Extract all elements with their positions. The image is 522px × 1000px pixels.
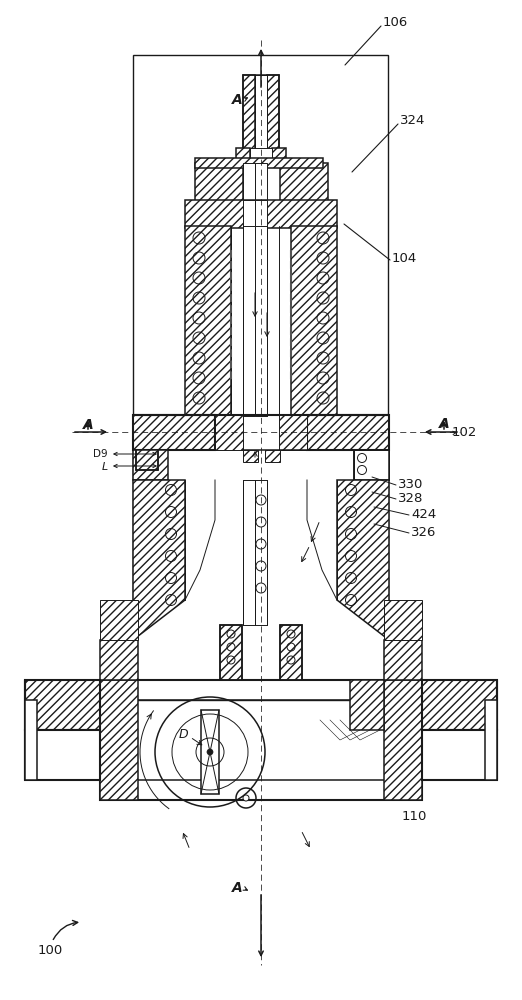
Bar — [354, 450, 389, 480]
Bar — [280, 163, 328, 203]
Bar — [350, 680, 384, 730]
Bar — [220, 625, 242, 680]
Text: 100: 100 — [38, 944, 63, 956]
Bar — [133, 415, 215, 450]
Bar — [354, 450, 389, 480]
Text: A: A — [232, 93, 243, 107]
Bar — [243, 163, 255, 203]
Bar — [133, 450, 168, 480]
Bar — [255, 75, 267, 155]
Text: 102: 102 — [452, 426, 478, 440]
Bar — [185, 200, 337, 228]
Text: 104: 104 — [392, 251, 417, 264]
Text: 328: 328 — [398, 491, 423, 504]
Text: 424: 424 — [411, 508, 436, 520]
Bar — [136, 450, 158, 470]
Text: L: L — [102, 462, 108, 472]
Text: A: A — [82, 418, 93, 432]
Bar — [280, 625, 302, 680]
Text: D: D — [179, 728, 188, 740]
Bar — [195, 163, 243, 203]
Text: 330: 330 — [398, 478, 423, 490]
Circle shape — [207, 749, 213, 755]
Bar — [100, 680, 422, 800]
Bar — [185, 226, 231, 416]
Polygon shape — [133, 480, 185, 640]
Bar — [307, 415, 389, 450]
Bar — [422, 680, 497, 730]
Text: 110: 110 — [402, 810, 428, 822]
Bar — [255, 163, 267, 203]
Bar — [243, 200, 255, 228]
Text: D9: D9 — [93, 449, 108, 459]
Bar — [100, 680, 138, 800]
Polygon shape — [100, 640, 138, 680]
Bar — [195, 158, 323, 168]
Bar — [243, 226, 255, 416]
Bar — [255, 200, 267, 228]
Bar — [291, 226, 337, 416]
Text: 324: 324 — [400, 113, 425, 126]
Bar — [25, 680, 100, 730]
Bar — [215, 415, 243, 450]
Polygon shape — [384, 600, 422, 640]
Bar — [354, 450, 389, 480]
Bar — [280, 625, 302, 680]
Bar — [255, 226, 267, 416]
Bar — [255, 480, 267, 625]
Text: A: A — [232, 881, 243, 895]
Circle shape — [243, 795, 249, 801]
Bar — [25, 700, 37, 780]
Bar — [279, 415, 307, 450]
Text: 326: 326 — [411, 526, 436, 538]
Text: 106: 106 — [383, 15, 408, 28]
Polygon shape — [337, 480, 389, 640]
Text: A: A — [438, 417, 449, 431]
Bar — [201, 710, 219, 794]
Polygon shape — [384, 640, 422, 680]
Bar — [243, 75, 255, 155]
Bar — [267, 75, 279, 155]
Bar — [485, 700, 497, 780]
Bar — [220, 625, 242, 680]
Bar — [272, 148, 286, 164]
Bar — [236, 148, 250, 164]
Bar — [265, 450, 280, 462]
Bar — [384, 680, 422, 800]
Bar — [133, 55, 388, 700]
Bar — [422, 730, 497, 780]
Bar — [25, 730, 100, 780]
Polygon shape — [100, 600, 138, 640]
Bar — [243, 450, 258, 462]
Bar — [250, 148, 272, 164]
Bar — [243, 480, 255, 625]
